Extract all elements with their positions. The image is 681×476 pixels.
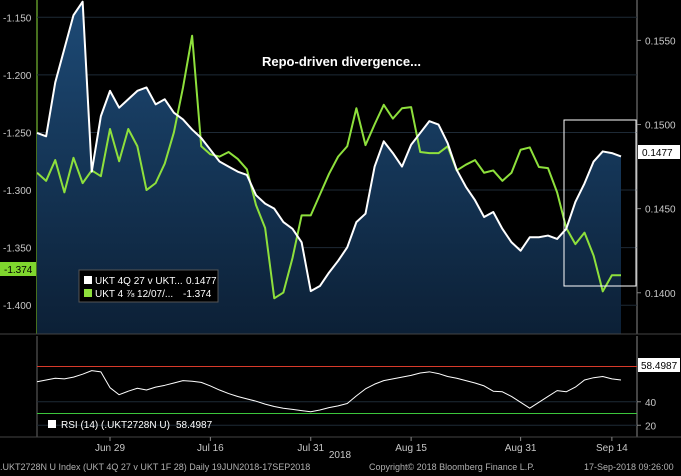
x-axis-ticks: Jun 29 Jul 16 Jul 31 Aug 15 Aug 31 Sep 14	[95, 437, 628, 454]
legend-swatch-white	[84, 276, 92, 284]
legend-label-white: UKT 4Q 27 v UKT...	[95, 276, 183, 287]
right-last-value-bg	[638, 145, 680, 159]
right-tick-label: 0.1400	[645, 289, 676, 300]
rsi-gridlines	[37, 401, 637, 426]
chart-canvas: Repo-driven divergence... -1.150-1.200-1…	[0, 0, 681, 461]
left-tick-label: -1.150	[3, 13, 32, 24]
footer-ticker: .UKT2728N U Index (UKT 4Q 27 v UKT 1F 28…	[0, 462, 311, 472]
right-last-value-tag: 0.1477	[638, 145, 680, 159]
rsi-axis-ticks: 40 20	[637, 398, 657, 432]
rsi-legend-swatch	[48, 420, 56, 428]
left-tick-label: -1.200	[3, 71, 32, 82]
rsi-legend-value: 58.4987	[176, 420, 213, 431]
right-tick-label: 0.1500	[645, 121, 676, 132]
rsi-legend-label: RSI (14) (.UKT2728N U)	[61, 420, 170, 431]
left-tick-label: -1.400	[3, 301, 32, 312]
left-last-value: -1.374	[4, 265, 33, 276]
right-tick-label: 0.1550	[645, 36, 676, 47]
legend-box	[78, 269, 219, 303]
x-tick-label: Aug 15	[395, 443, 427, 454]
legend-value-green: -1.374	[183, 289, 212, 300]
left-tick-label: -1.250	[3, 128, 32, 139]
legend-swatch-green	[84, 289, 92, 297]
annotation-text: Repo-driven divergence...	[262, 54, 421, 69]
legend-value-white: 0.1477	[186, 276, 217, 287]
right-axis-ticks: 0.1550 0.1500 0.1450 0.1400	[637, 36, 676, 300]
x-tick-label: Aug 31	[505, 443, 537, 454]
left-axis-ticks: -1.150 -1.200 -1.250 -1.300 -1.350 -1.400	[3, 13, 32, 312]
legend: UKT 4Q 27 v UKT... 0.1477 UKT 4 ⅞ 12/07/…	[78, 269, 219, 303]
x-tick-label: Jul 31	[297, 443, 324, 454]
rsi-legend: RSI (14) (.UKT2728N U) 58.4987	[48, 420, 213, 431]
rsi-tick-label: 40	[645, 398, 657, 409]
x-axis: Jun 29 Jul 16 Jul 31 Aug 15 Aug 31 Sep 14 201…	[0, 436, 681, 461]
rsi-last-value-tag: 58.4987	[638, 358, 680, 372]
rsi-tick-label: 20	[645, 421, 657, 432]
highlight-box	[563, 119, 637, 287]
right-tick-label: 0.1450	[645, 205, 676, 216]
main-panel: Repo-driven divergence... -1.150-1.200-1…	[0, 0, 680, 335]
footer-timestamp: 17-Sep-2018 09:26:00	[584, 462, 674, 472]
left-tick-label: -1.350	[3, 244, 32, 255]
series-white-line	[36, 0, 622, 293]
left-last-value-bg	[0, 262, 36, 276]
left-tick-label: -1.300	[3, 186, 32, 197]
series-green-line	[36, 34, 621, 300]
main-area-fill	[37, 1, 621, 335]
x-tick-label: Sep 14	[596, 443, 628, 454]
x-tick-label: Jun 29	[95, 443, 125, 454]
rsi-panel: 40 20 58.4987 RSI (14) (.UKT2728N U) 58.4…	[0, 333, 681, 437]
x-year-label: 2018	[329, 450, 352, 461]
rsi-line	[36, 370, 622, 413]
right-last-value: 0.1477	[642, 148, 673, 159]
rsi-last-value: 58.4987	[641, 361, 678, 372]
left-last-value-tag: -1.374	[0, 262, 36, 276]
x-tick-label: Jul 16	[197, 443, 224, 454]
rsi-last-value-bg	[638, 358, 680, 372]
footer-copyright: Copyright© 2018 Bloomberg Finance L.P.	[369, 462, 535, 472]
legend-label-green: UKT 4 ⅞ 12/07/...	[95, 289, 173, 300]
